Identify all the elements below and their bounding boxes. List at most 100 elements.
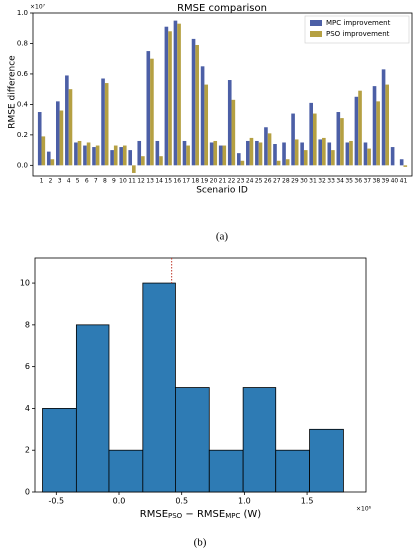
x-tick-label: 13 [146,178,154,185]
bar [77,140,82,166]
bar [358,90,362,166]
x-tick-label: 15 [164,178,172,185]
bar [122,145,127,166]
bar [276,160,281,166]
legend-swatch [310,31,322,37]
bar [92,147,96,166]
x-tick-label: 19 [201,178,209,185]
bar [95,145,100,166]
bar [86,142,91,166]
bar [195,44,199,166]
x-tick-label: 28 [282,178,290,185]
bar [200,66,205,166]
bar [74,142,78,166]
y-tick-label: 0.8 [17,39,28,47]
histogram-bar [108,449,144,493]
bar [318,139,323,166]
x-tick-label: 12 [137,178,145,185]
y-tick-label: 10 [20,279,30,288]
bar [300,142,304,166]
bar [267,133,272,166]
bar [399,159,404,166]
bar [209,142,214,166]
x-tick-label: 16 [173,178,181,185]
x-tick-label: 31 [309,178,317,185]
y-tick-label: 6 [25,362,30,371]
x-tick-label: 36 [354,178,362,185]
legend-label: PSO improvement [326,30,390,38]
x-tick-label: 1 [40,178,44,185]
bar [345,142,350,166]
x-tick-label: 3 [58,178,62,185]
bar [336,112,341,166]
bar [294,139,299,166]
x-axis-label-part: RMSE [140,509,168,520]
y-axis-label: RMSE difference [8,55,18,129]
x-axis-label-part: PSO [168,512,183,520]
caption: (a) [216,231,229,243]
x-tick-label: 22 [228,178,236,185]
x-tick-label: 4 [67,178,71,185]
x-tick-label: 20 [210,178,218,185]
x-tick-label: 2 [49,178,53,185]
bar [240,160,245,166]
x-tick-label: 1.0 [238,497,251,506]
bar [367,148,371,166]
x-tick-label: 34 [336,178,344,185]
bar [119,147,123,166]
y-tick-label: 2 [25,446,30,455]
bar [137,140,142,166]
bar [312,113,317,166]
x-tick-label: 29 [291,178,299,185]
x-axis-label: Scenario ID [196,186,248,196]
x-tick-label: 8 [103,178,107,185]
bar [258,142,263,166]
bar [376,101,380,166]
bar [132,165,136,173]
bar [331,150,335,166]
x-tick-label: 24 [246,178,254,185]
y-tick-label: 4 [25,404,30,413]
bar [41,136,46,166]
y-tick-label: 1.0 [17,9,28,17]
bar [385,84,389,166]
histogram-bar [42,408,77,493]
bar [309,102,313,166]
caption: (b) [194,537,207,549]
bar [110,150,114,166]
x-tick-label: 6 [85,178,89,185]
legend-label: MPC improvement [326,19,391,27]
bar [390,147,395,166]
bar [204,84,209,166]
bar [372,86,377,166]
x-tick-label: 17 [182,178,190,185]
x-tick-label: 33 [327,178,335,185]
bar [150,58,154,166]
bar [191,38,196,166]
bar [222,145,227,166]
bar [186,145,190,166]
bar [282,142,286,166]
x-tick-label: 11 [128,178,136,185]
x-axis-label-part: − RMSE [182,509,225,520]
x-tick-label: 18 [192,178,200,185]
x-axis-label-part: (W) [240,509,261,520]
x-tick-label: 27 [273,178,281,185]
bar [231,99,236,166]
axis-exponent: ×10⁷ [30,4,46,11]
histogram-bar [208,449,244,493]
y-tick-label: 0 [25,488,30,497]
bar [381,69,386,166]
axis-exponent: ×10⁶ [356,506,372,513]
x-tick-label: 38 [373,178,381,185]
x-axis-label: RMSEPSO − RMSEMPC (W) [140,509,262,520]
x-tick-label: -0.5 [49,497,65,506]
x-tick-label: 32 [318,178,326,185]
bar [168,31,172,166]
bar [101,78,105,166]
bar [273,144,277,166]
bar [255,140,259,166]
histogram-bar [75,324,110,493]
bar [146,51,151,166]
